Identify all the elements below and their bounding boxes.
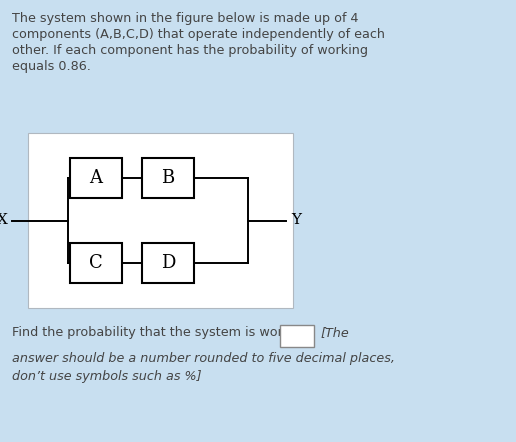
Text: A: A bbox=[89, 169, 103, 187]
Text: The system shown in the figure below is made up of 4: The system shown in the figure below is … bbox=[12, 12, 359, 25]
Text: other. If each component has the probability of working: other. If each component has the probabi… bbox=[12, 44, 368, 57]
Text: C: C bbox=[89, 254, 103, 272]
Bar bbox=[28, 133, 293, 308]
Text: D: D bbox=[161, 254, 175, 272]
Text: Find the probability that the system is working.: Find the probability that the system is … bbox=[12, 326, 314, 339]
Text: answer should be a number rounded to five decimal places,: answer should be a number rounded to fiv… bbox=[12, 352, 395, 365]
Text: B: B bbox=[162, 169, 174, 187]
Text: Y: Y bbox=[291, 213, 301, 228]
Text: don’t use symbols such as %]: don’t use symbols such as %] bbox=[12, 370, 202, 383]
Bar bbox=[280, 325, 314, 347]
Bar bbox=[70, 243, 122, 283]
Bar bbox=[70, 158, 122, 198]
Text: components (A,B,C,D) that operate independently of each: components (A,B,C,D) that operate indepe… bbox=[12, 28, 385, 41]
Text: X: X bbox=[0, 213, 7, 228]
Text: equals 0.86.: equals 0.86. bbox=[12, 60, 91, 73]
Bar bbox=[142, 243, 194, 283]
Text: [The: [The bbox=[320, 326, 349, 339]
Bar bbox=[142, 158, 194, 198]
